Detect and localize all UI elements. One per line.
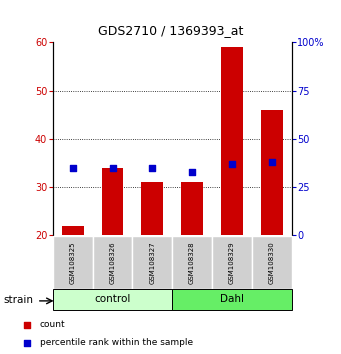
Bar: [172, 236, 212, 289]
Bar: [132, 236, 172, 289]
Bar: [172, 289, 292, 310]
Text: GSM108326: GSM108326: [109, 241, 116, 284]
Bar: [212, 236, 252, 289]
Bar: [93, 236, 132, 289]
Point: [189, 169, 195, 175]
Point: [294, 227, 299, 233]
Text: Dahl: Dahl: [220, 294, 244, 304]
Bar: [261, 110, 283, 235]
Text: percentile rank within the sample: percentile rank within the sample: [40, 338, 193, 347]
Bar: [181, 182, 203, 235]
Text: control: control: [94, 294, 131, 304]
Bar: [221, 47, 243, 235]
Bar: [102, 168, 123, 235]
Point: [229, 161, 235, 167]
Text: GDS2710 / 1369393_at: GDS2710 / 1369393_at: [98, 24, 243, 37]
Point: [294, 64, 299, 70]
Text: GSM108329: GSM108329: [229, 241, 235, 284]
Point: [70, 165, 75, 171]
Bar: [53, 289, 172, 310]
Text: GSM108327: GSM108327: [149, 241, 155, 284]
Text: GSM108328: GSM108328: [189, 241, 195, 284]
Point: [269, 159, 275, 165]
Text: strain: strain: [3, 295, 33, 305]
Text: GSM108330: GSM108330: [269, 241, 275, 284]
Text: GSM108325: GSM108325: [70, 241, 76, 284]
Point: [150, 165, 155, 171]
Bar: [62, 226, 84, 235]
Bar: [53, 236, 93, 289]
Point: [110, 165, 115, 171]
Bar: [252, 236, 292, 289]
Text: count: count: [40, 320, 65, 329]
Bar: [142, 182, 163, 235]
